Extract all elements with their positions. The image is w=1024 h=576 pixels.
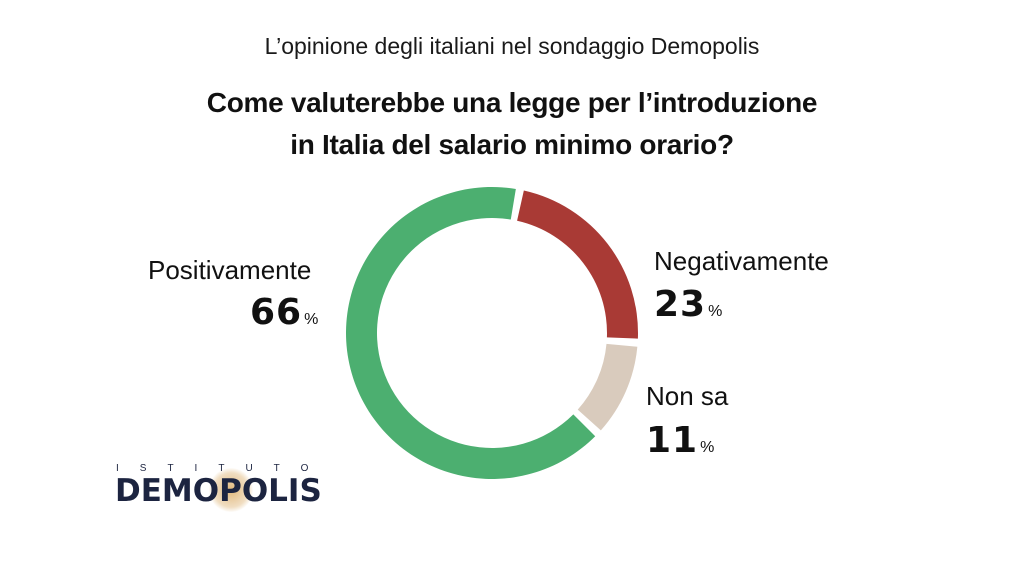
logo-sun-icon <box>209 468 253 512</box>
value-positivamente-number: 66 <box>250 292 303 333</box>
value-non-sa-number: 11 <box>646 420 699 461</box>
value-negativamente-number: 23 <box>654 284 707 325</box>
donut-slice-non-sa <box>577 343 638 431</box>
label-negativamente: Negativamente <box>654 246 829 276</box>
subtitle: L’opinione degli italiani nel sondaggio … <box>264 33 760 59</box>
logo-main-text: DEMOPOLIS <box>115 473 322 509</box>
demopolis-logo: ISTITUTO DEMOPOLIS <box>115 459 376 515</box>
value-positivamente-unit: % <box>304 311 319 328</box>
chart-title-line-1: Come valuterebbe una legge per l’introdu… <box>206 87 818 118</box>
donut-slice-positivamente <box>346 187 596 480</box>
chart-title: Come valuterebbe una legge per l’introdu… <box>0 82 1024 166</box>
label-non-sa: Non sa <box>646 381 729 411</box>
value-negativamente-unit: % <box>708 303 723 320</box>
value-negativamente: 23% <box>654 284 722 325</box>
label-positivamente: Positivamente <box>148 255 312 285</box>
value-positivamente: 66% <box>250 292 318 333</box>
logo-top-text: ISTITUTO <box>116 463 376 474</box>
chart-title-line-2: in Italia del salario minimo orario? <box>290 129 734 160</box>
value-non-sa-unit: % <box>700 439 715 456</box>
value-non-sa: 11% <box>646 420 714 461</box>
donut-slice-negativamente <box>517 190 638 339</box>
